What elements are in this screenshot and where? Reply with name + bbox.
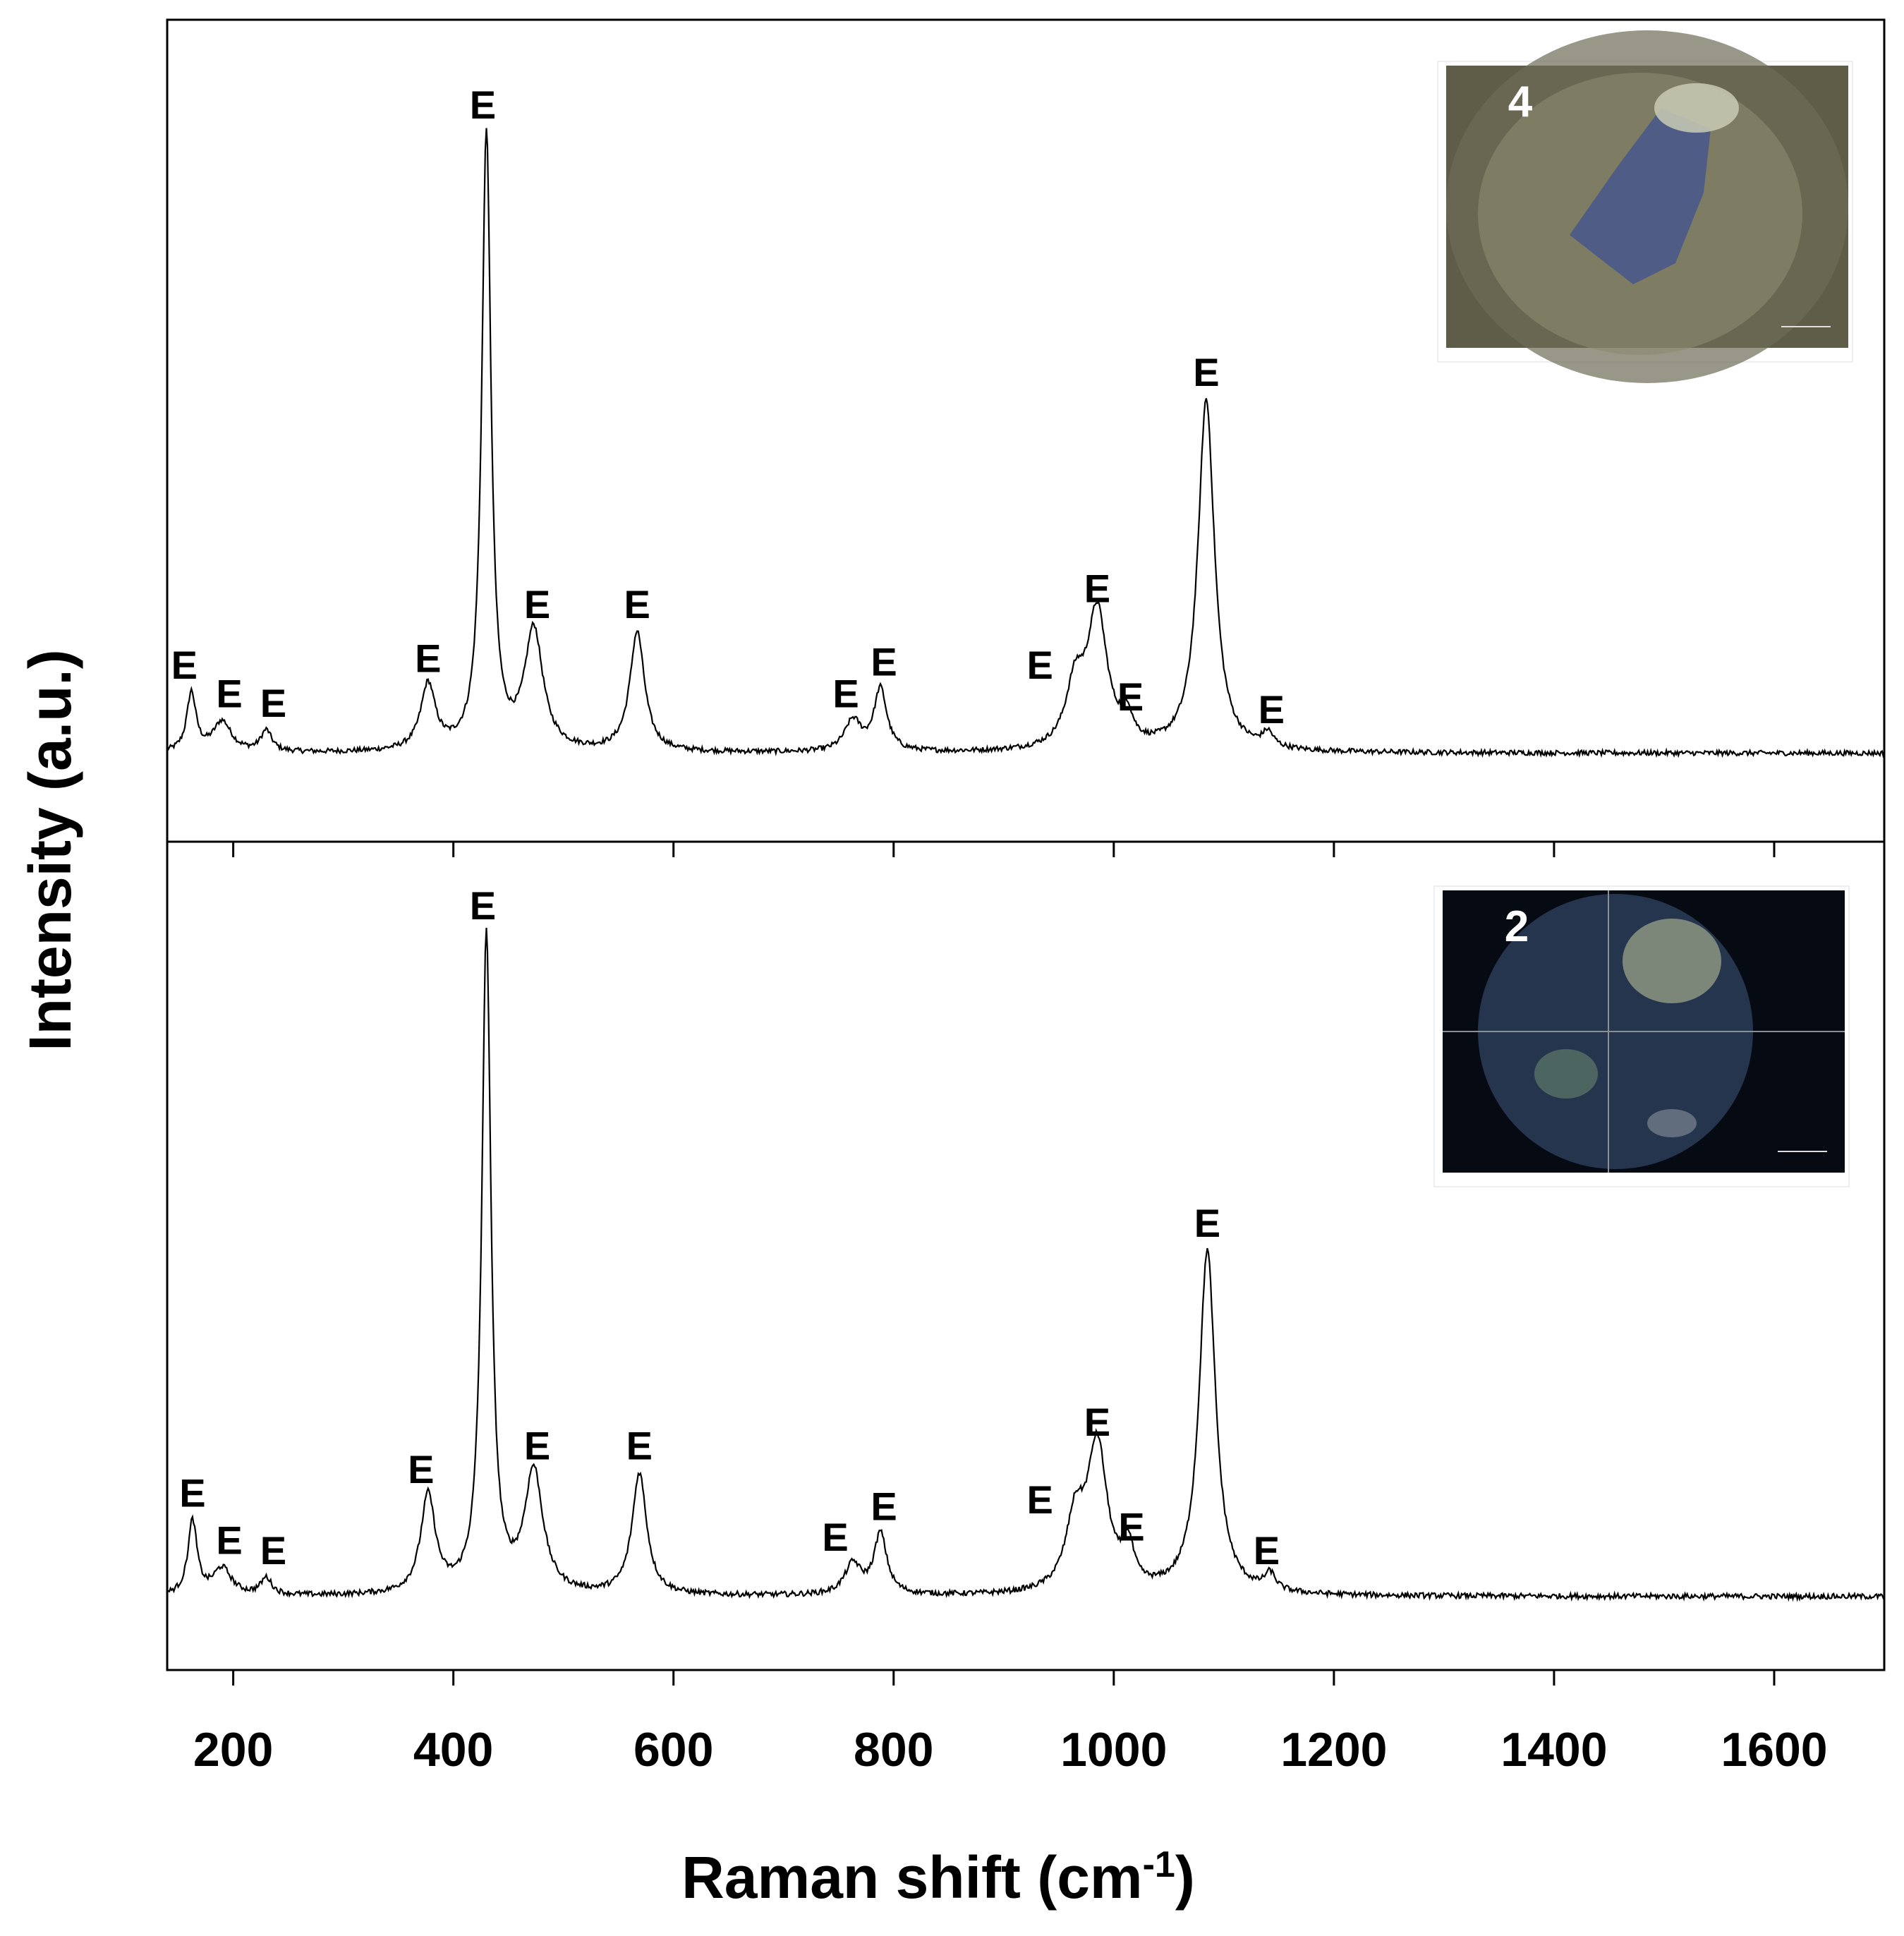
x-axis-title-superscript: -1 [1143, 1844, 1175, 1885]
spectrum-line-2 [166, 928, 1886, 1602]
peak-label: E [171, 643, 198, 687]
peak-label: E [216, 671, 242, 715]
peak-label: E [1084, 1400, 1110, 1444]
peak-label: E [832, 671, 859, 715]
peak-label: E [179, 1471, 205, 1515]
y-axis-title: Intensity (a.u.) [17, 649, 83, 1051]
x-tick-label: 1600 [1721, 1723, 1827, 1777]
peak-label: E [1193, 350, 1219, 394]
inset-number-label: 2 [1505, 902, 1529, 951]
x-axis-title: Raman shift (cm-1) [681, 1844, 1195, 1911]
inset-micrograph-1: 4 [1437, 30, 1853, 383]
peak-label: E [1118, 1504, 1144, 1549]
peak-label: E [260, 681, 286, 725]
peak-label: E [415, 636, 441, 681]
panel-frame-2 [166, 840, 1886, 1671]
x-tick-label: 1400 [1500, 1723, 1607, 1777]
peak-label: E [470, 83, 496, 127]
peak-label: E [1259, 687, 1285, 732]
peak-label: E [524, 582, 550, 627]
inset-micrograph-2: 2 [1433, 885, 1850, 1187]
spectrum-line-1 [166, 128, 1886, 758]
peak-label: E [871, 1484, 897, 1529]
peak-label: E [1027, 643, 1053, 687]
peak-label: E [260, 1528, 286, 1573]
peak-label: E [1117, 674, 1144, 719]
x-tick-label: 600 [633, 1723, 713, 1777]
peak-label: E [1084, 567, 1110, 611]
peak-label: E [216, 1518, 242, 1563]
x-tick-label: 400 [413, 1723, 493, 1777]
peak-label: E [624, 582, 650, 627]
peak-label: E [1194, 1201, 1220, 1245]
x-axis-title-suffix: ) [1175, 1844, 1195, 1911]
x-axis-title-main: Raman shift (cm [681, 1844, 1142, 1911]
x-tick-label: 1200 [1280, 1723, 1387, 1777]
peak-label: E [524, 1424, 550, 1468]
peak-label: E [822, 1515, 848, 1559]
inset-number-label: 4 [1508, 78, 1533, 126]
peak-label: E [1027, 1477, 1053, 1522]
peak-label: E [871, 639, 897, 684]
axes: 200 400 600 800 1000 1200 1400 1600 [193, 842, 1828, 1777]
x-tick-label: 800 [854, 1723, 933, 1777]
peak-label: E [470, 883, 496, 928]
peak-label: E [408, 1447, 434, 1492]
peak-label: E [1254, 1528, 1280, 1573]
x-tick-label: 1000 [1060, 1723, 1167, 1777]
x-tick-label: 200 [193, 1723, 273, 1777]
peak-label: E [626, 1424, 653, 1468]
